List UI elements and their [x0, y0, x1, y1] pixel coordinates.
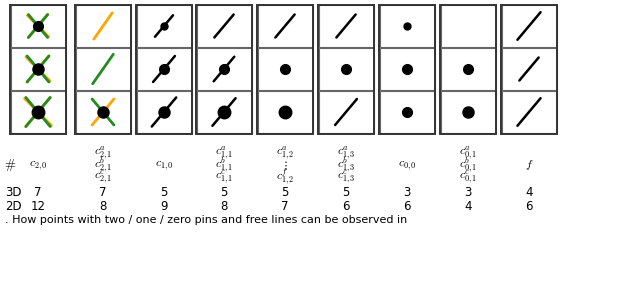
Text: 7: 7 [99, 185, 107, 199]
Text: $c^b_{2,1}$: $c^b_{2,1}$ [94, 155, 112, 175]
Bar [196, 48, 252, 90]
Bar [257, 5, 313, 133]
Text: 7: 7 [35, 185, 42, 199]
Bar [136, 5, 192, 133]
Bar [76, 48, 131, 90]
Text: $c^b_{1,3}$: $c^b_{1,3}$ [337, 155, 355, 175]
Text: 7: 7 [281, 199, 289, 212]
Bar [196, 5, 252, 47]
Text: $\#$: $\#$ [4, 157, 16, 173]
Text: 2D: 2D [4, 199, 21, 212]
Bar [501, 5, 557, 133]
Text: $c^c_{2,1}$: $c^c_{2,1}$ [94, 168, 112, 186]
Text: 6: 6 [525, 199, 532, 212]
Bar [196, 91, 252, 133]
Text: $c^c_{1,1}$: $c^c_{1,1}$ [215, 168, 233, 186]
Bar [10, 48, 65, 90]
Bar [10, 5, 66, 133]
Bar [380, 91, 435, 133]
Text: 3D: 3D [4, 185, 21, 199]
Text: 8: 8 [220, 199, 228, 212]
Text: 9: 9 [160, 199, 168, 212]
Bar [136, 91, 191, 133]
Bar [440, 91, 495, 133]
Text: $c^f_{1,2}$: $c^f_{1,2}$ [276, 167, 294, 187]
Bar [136, 48, 191, 90]
Bar [380, 48, 435, 90]
Text: 5: 5 [160, 185, 168, 199]
Text: 3: 3 [403, 185, 411, 199]
Text: 4: 4 [525, 185, 532, 199]
Bar [440, 5, 495, 47]
Text: $c^a_{1,1}$: $c^a_{1,1}$ [215, 144, 233, 162]
Bar [75, 5, 131, 133]
Text: $c^a_{0,1}$: $c^a_{0,1}$ [459, 144, 477, 162]
Bar [257, 91, 312, 133]
Text: 12: 12 [31, 199, 45, 212]
Text: 8: 8 [99, 199, 107, 212]
Bar [379, 5, 435, 133]
Text: $c^a_{1,3}$: $c^a_{1,3}$ [337, 144, 355, 162]
Bar [502, 48, 557, 90]
Text: 3: 3 [464, 185, 472, 199]
Text: 5: 5 [342, 185, 349, 199]
Bar [502, 5, 557, 47]
Bar [76, 91, 131, 133]
Text: $c^c_{1,3}$: $c^c_{1,3}$ [337, 168, 355, 186]
Text: 6: 6 [403, 199, 411, 212]
Text: 5: 5 [220, 185, 228, 199]
Text: $\vdots$: $\vdots$ [282, 158, 288, 171]
Text: 5: 5 [282, 185, 289, 199]
Bar [319, 5, 374, 47]
Bar [440, 48, 495, 90]
Text: $f$: $f$ [525, 158, 533, 172]
Text: . How points with two / one / zero pins and free lines can be observed in: . How points with two / one / zero pins … [5, 215, 407, 225]
Bar [502, 91, 557, 133]
Text: $c^a_{1,2}$: $c^a_{1,2}$ [276, 144, 294, 162]
Bar [257, 48, 312, 90]
Bar [10, 91, 65, 133]
Bar [196, 5, 252, 133]
Text: $c^a_{2,1}$: $c^a_{2,1}$ [94, 144, 112, 162]
Bar [440, 5, 496, 133]
Text: $c_{1,0}$: $c_{1,0}$ [155, 158, 173, 171]
Bar [318, 5, 374, 133]
Text: 4: 4 [464, 199, 472, 212]
Bar [10, 5, 65, 47]
Bar [319, 48, 374, 90]
Bar [257, 5, 312, 47]
Text: $c_{2,0}$: $c_{2,0}$ [29, 158, 47, 171]
Bar [136, 5, 191, 47]
Text: $c^b_{0,1}$: $c^b_{0,1}$ [459, 155, 477, 175]
Text: $c^c_{0,1}$: $c^c_{0,1}$ [459, 168, 477, 186]
Text: 6: 6 [342, 199, 349, 212]
Text: $c^b_{1,1}$: $c^b_{1,1}$ [215, 155, 233, 175]
Text: $c_{0,0}$: $c_{0,0}$ [397, 158, 417, 171]
Bar [319, 91, 374, 133]
Bar [76, 5, 131, 47]
Bar [380, 5, 435, 47]
